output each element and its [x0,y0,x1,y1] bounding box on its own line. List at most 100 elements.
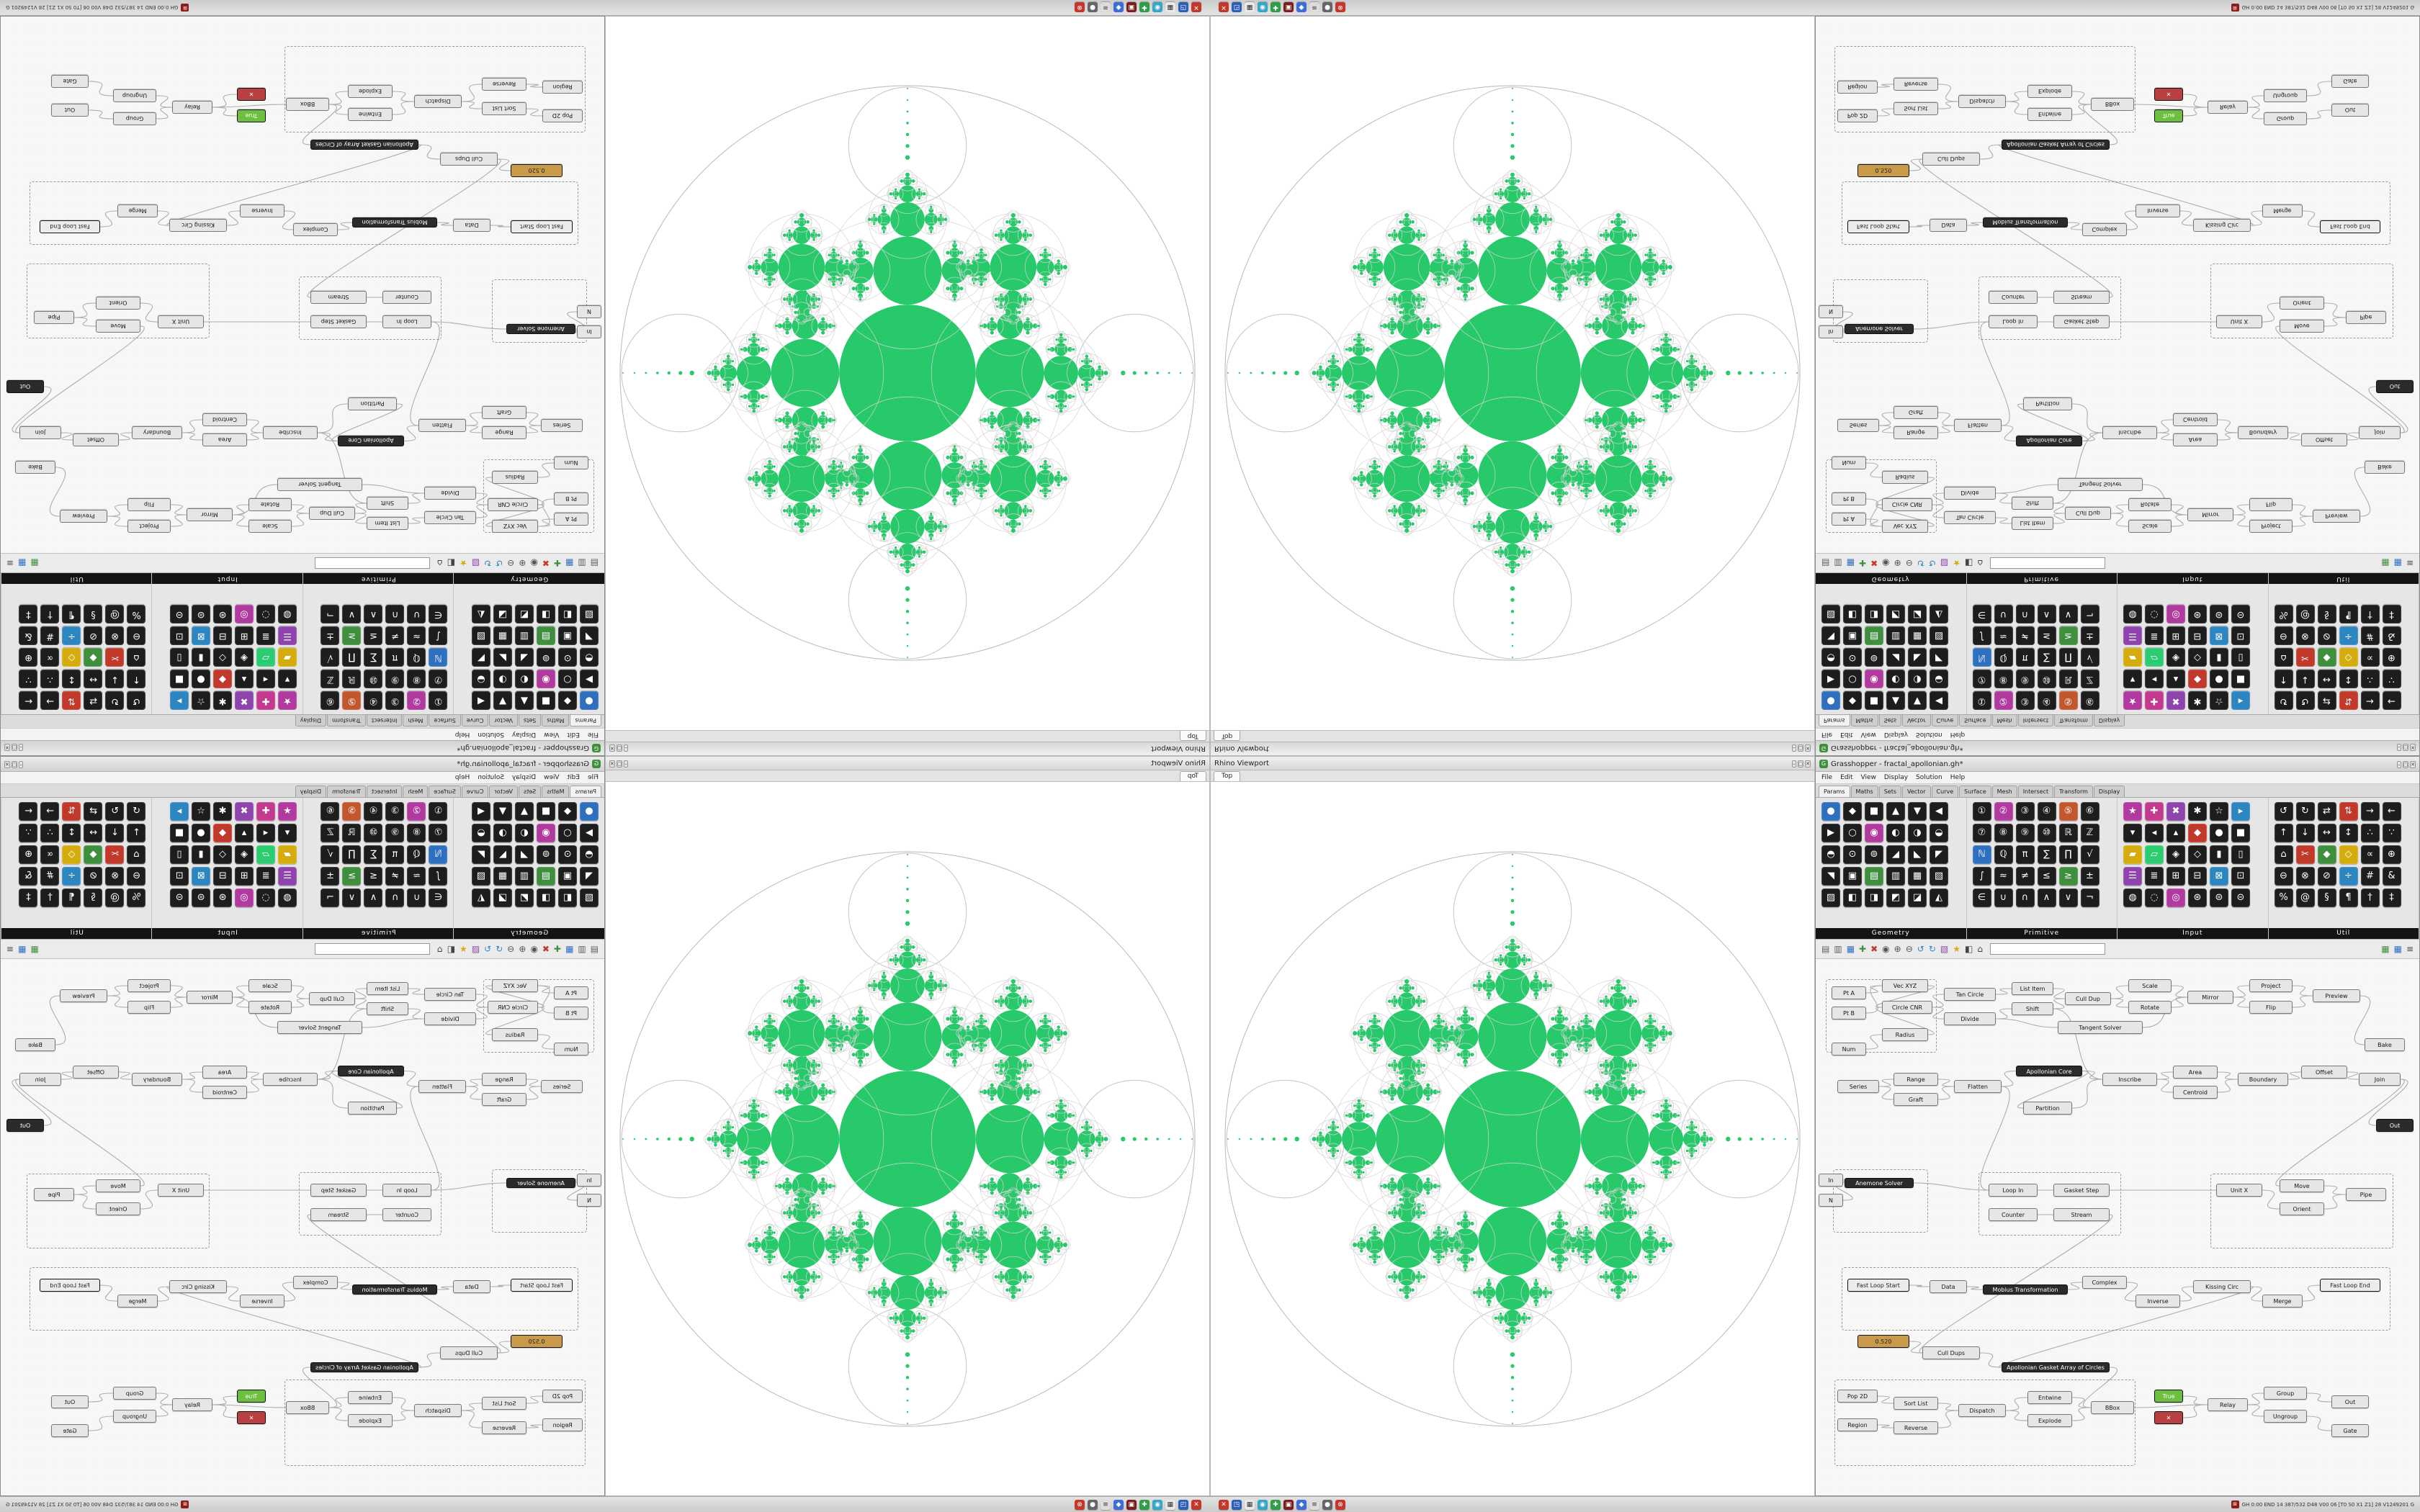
component-icon[interactable]: ≥ [2058,867,2078,886]
component-icon[interactable]: ⊝ [170,888,189,907]
component-icon[interactable]: ⌂ [2274,845,2293,864]
toolbar-icon[interactable]: ▦ [2393,558,2402,568]
component-icon[interactable]: ⇅ [62,691,81,710]
component-icon[interactable]: ★ [278,691,297,710]
taskbar-app-icon[interactable]: ▣ [1283,2,1294,13]
tab-display[interactable]: Display [2093,786,2125,797]
component-icon[interactable]: ▾ [2123,824,2142,842]
toolbar-icon[interactable]: ⊕ [519,944,526,954]
gh-node[interactable]: Range [482,1073,526,1086]
tab-params[interactable]: Params [1819,786,1850,797]
gh-node[interactable]: Kissing Circ [169,1280,227,1293]
gh-node[interactable]: N [577,305,601,318]
component-icon[interactable]: ⑦ [1972,670,1991,688]
component-icon[interactable]: § [2317,888,2336,907]
component-icon[interactable]: ③ [385,802,405,821]
component-icon[interactable]: ◌ [2145,888,2164,907]
gh-minimize-button[interactable]: – [2397,744,2401,752]
toolbar-icon[interactable]: ▤ [590,558,599,568]
gh-node[interactable]: Counter [1989,1208,2038,1221]
component-icon[interactable]: ▾ [2123,670,2142,688]
tab-curve[interactable]: Curve [1931,715,1959,726]
gh-node[interactable]: ✕ [237,88,266,101]
taskbar-app-icon[interactable]: ◆ [1113,2,1124,13]
gh-node[interactable]: Tan Circle [424,988,476,1001]
gh-close-button[interactable]: ✕ [2410,760,2416,768]
component-icon[interactable]: ▥ [515,867,534,886]
component-icon[interactable]: ⊜ [192,605,210,624]
gh-node[interactable]: Preview [2313,510,2360,523]
component-icon[interactable]: ↻ [2295,691,2315,710]
component-icon[interactable]: ▤ [537,626,555,645]
component-icon[interactable]: ◑ [493,824,512,842]
component-icon[interactable]: @ [2295,605,2315,624]
gh-node[interactable]: Rotate [248,498,292,511]
gh-node[interactable]: Loop In [382,315,431,328]
component-icon[interactable]: ◆ [2317,648,2336,667]
component-icon[interactable]: ⊚ [537,648,555,667]
component-icon[interactable]: ◉ [537,670,555,688]
component-icon[interactable]: ▨ [580,605,599,624]
gh-node[interactable]: Entwine [2027,1391,2072,1404]
component-icon[interactable]: ◭ [472,888,490,907]
component-icon[interactable]: ◨ [1865,888,1883,907]
component-icon[interactable]: ↓ [105,670,125,688]
gh-node[interactable]: Dispatch [1958,1404,2006,1417]
component-icon[interactable]: ◑ [1908,824,1927,842]
gh-node[interactable]: Project [127,979,171,992]
taskbar-app-icon[interactable]: ▦ [1165,2,1175,13]
component-icon[interactable]: ∩ [385,605,405,624]
component-icon[interactable]: ⊝ [2231,605,2250,624]
toolbar-icon[interactable]: ▦ [30,558,39,568]
gh-node[interactable]: Pt B [554,1007,588,1020]
component-icon[interactable]: % [127,888,146,907]
component-icon[interactable]: ≈ [407,867,426,886]
gh-node[interactable]: Bake [15,461,55,474]
gh-node[interactable]: Project [127,520,171,533]
component-icon[interactable]: ◒ [1930,824,1948,842]
component-icon[interactable]: ⑤ [342,802,362,821]
viewport-minimize-button[interactable]: – [1792,760,1796,768]
component-icon[interactable]: ✖ [2166,802,2185,821]
tab-params[interactable]: Params [570,786,601,797]
gh-node[interactable]: Partition [2023,1102,2072,1115]
component-icon[interactable]: ∨ [342,888,362,907]
component-icon[interactable]: ◨ [1865,605,1883,624]
component-icon[interactable]: ↻ [105,802,125,821]
component-icon[interactable]: π [2015,845,2035,864]
component-icon[interactable]: ∩ [2015,605,2035,624]
component-icon[interactable]: ⑩ [364,824,383,842]
component-icon[interactable]: ✂ [2295,845,2315,864]
gh-node[interactable]: Move [2280,1179,2324,1192]
gh-node[interactable]: Divide [1944,487,1996,500]
component-icon[interactable]: ⊞ [235,626,254,645]
component-icon[interactable]: ‡ [19,605,38,624]
component-icon[interactable]: ◌ [256,605,275,624]
gh-node[interactable]: Pt B [554,492,588,505]
component-icon[interactable]: ↔ [2317,824,2336,842]
gh-node[interactable]: Gasket Step [2053,1184,2110,1197]
toolbar-icon[interactable]: ⊖ [507,944,515,954]
toolbar-icon[interactable]: ↺ [1917,944,1924,954]
gh-node[interactable]: Region [1837,81,1878,94]
component-icon[interactable]: ▨ [1821,888,1840,907]
component-icon[interactable]: ▧ [472,626,490,645]
gh-node[interactable]: Gasket Step [310,315,367,328]
viewport-tab-top[interactable]: Top [1179,731,1206,741]
component-icon[interactable]: ± [321,626,340,645]
taskbar-app-icon[interactable]: ⊗ [1335,2,1345,13]
gh-node[interactable]: Pop 2D [1837,109,1878,122]
component-icon[interactable]: ● [192,670,210,688]
tab-transform[interactable]: Transform [2054,715,2093,726]
component-icon[interactable]: ▸ [170,802,189,821]
component-icon[interactable]: ▣ [558,867,577,886]
component-icon[interactable]: ⑨ [385,670,405,688]
gh-node[interactable]: Flip [2249,498,2293,511]
component-icon[interactable]: ⑧ [1994,824,2013,842]
gh-node[interactable]: Offset [73,1066,119,1079]
component-icon[interactable]: ▣ [1843,867,1862,886]
component-icon[interactable]: ⊖ [127,626,146,645]
menu-file[interactable]: File [587,774,599,781]
component-icon[interactable]: ℕ [429,648,448,667]
component-icon[interactable]: & [19,867,38,886]
